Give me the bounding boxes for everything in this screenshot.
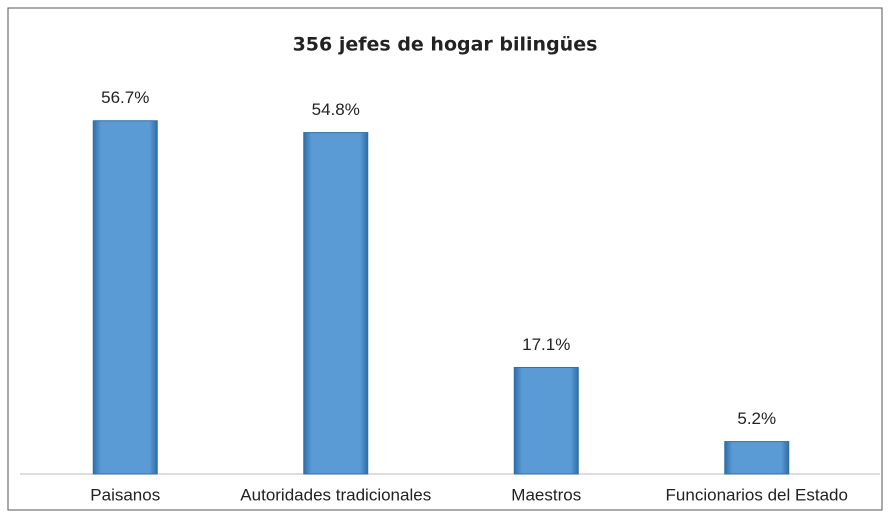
- x-tick-label: Maestros: [511, 485, 581, 504]
- bar: [92, 120, 158, 475]
- data-label: 54.8%: [312, 100, 360, 119]
- bar: [724, 441, 790, 475]
- bar: [303, 132, 369, 475]
- chart-border: [7, 7, 883, 511]
- data-label: 56.7%: [101, 88, 149, 107]
- data-label: 17.1%: [522, 335, 570, 354]
- x-tick-label: Funcionarios del Estado: [666, 485, 848, 504]
- x-tick-label: Autoridades tradicionales: [240, 485, 431, 504]
- bar: [513, 366, 579, 475]
- chart-title: 356 jefes de hogar bilingües: [293, 34, 598, 56]
- data-label: 5.2%: [737, 409, 776, 428]
- x-tick-label: Paisanos: [90, 485, 160, 504]
